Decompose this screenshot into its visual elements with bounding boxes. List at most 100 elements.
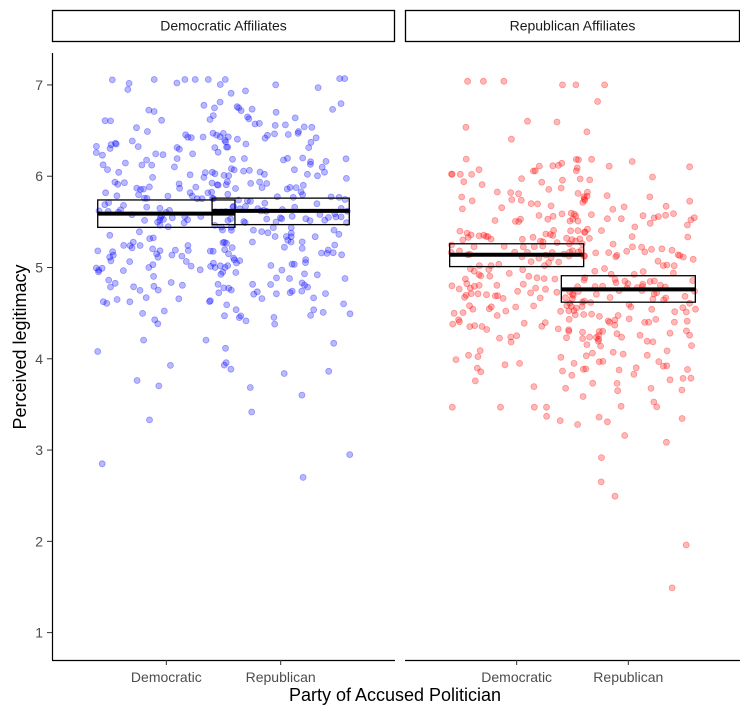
- data-point: [104, 166, 111, 174]
- data-point: [324, 246, 332, 254]
- data-point: [106, 145, 114, 152]
- data-point: [246, 197, 254, 205]
- data-point: [133, 377, 141, 384]
- data-point: [448, 403, 456, 411]
- data-point: [324, 214, 332, 221]
- data-point: [631, 223, 639, 231]
- data-point: [305, 144, 313, 152]
- data-point: [149, 173, 157, 181]
- data-point: [643, 351, 651, 359]
- data-point: [323, 249, 331, 257]
- data-point: [605, 249, 613, 257]
- data-point: [507, 333, 515, 341]
- data-point: [493, 312, 501, 319]
- data-point: [107, 283, 114, 291]
- data-point: [242, 202, 249, 210]
- data-point: [154, 320, 162, 328]
- data-point: [143, 128, 151, 135]
- data-point: [230, 202, 237, 210]
- data-point: [553, 239, 561, 247]
- data-point: [227, 286, 235, 294]
- data-point: [477, 368, 485, 376]
- data-point: [580, 276, 588, 284]
- data-point: [102, 189, 109, 197]
- data-point: [227, 365, 235, 373]
- data-point: [115, 168, 123, 176]
- data-point: [650, 398, 658, 406]
- data-point: [663, 438, 670, 446]
- data-point: [483, 326, 491, 333]
- data-point: [156, 204, 164, 212]
- data-point: [314, 172, 321, 180]
- data-point: [475, 262, 483, 270]
- data-point: [256, 168, 264, 176]
- data-point: [342, 174, 350, 182]
- data-point: [679, 374, 687, 382]
- data-point: [202, 336, 210, 344]
- data-point: [171, 246, 179, 254]
- data-point: [306, 160, 314, 168]
- data-point: [99, 161, 107, 169]
- data-point: [232, 185, 239, 192]
- data-point: [340, 300, 348, 308]
- data-point: [280, 370, 288, 377]
- data-point: [678, 386, 686, 394]
- x-tick-label: Republican: [593, 669, 663, 685]
- data-point: [159, 216, 167, 223]
- data-point: [302, 259, 309, 267]
- data-point: [595, 328, 603, 335]
- data-point: [192, 183, 200, 191]
- data-point: [208, 179, 216, 187]
- data-point: [595, 335, 602, 343]
- data-point: [283, 185, 291, 193]
- data-point: [227, 165, 235, 173]
- data-point: [648, 305, 656, 313]
- data-point: [533, 274, 541, 282]
- data-point: [486, 272, 494, 280]
- data-point: [649, 338, 657, 346]
- data-point: [576, 175, 584, 183]
- data-point: [586, 333, 593, 341]
- data-point: [128, 244, 136, 252]
- data-point: [601, 81, 608, 89]
- data-point: [538, 178, 546, 186]
- data-point: [240, 155, 248, 162]
- data-point: [281, 121, 289, 129]
- data-point: [692, 305, 699, 313]
- data-point: [209, 129, 217, 137]
- data-point: [330, 226, 338, 234]
- data-point: [646, 219, 654, 227]
- data-point: [304, 283, 312, 291]
- data-point: [278, 215, 286, 223]
- data-point: [598, 454, 605, 462]
- data-point: [647, 384, 655, 392]
- data-point: [126, 242, 134, 250]
- data-point: [551, 275, 559, 283]
- data-point: [122, 159, 129, 167]
- data-point: [529, 233, 537, 241]
- data-point: [611, 321, 619, 329]
- data-point: [480, 231, 488, 239]
- data-point: [336, 75, 344, 82]
- data-point: [199, 133, 207, 141]
- data-point: [298, 244, 306, 252]
- data-point: [607, 270, 615, 278]
- data-point: [461, 293, 469, 301]
- data-point: [565, 315, 573, 323]
- data-point: [221, 312, 228, 320]
- data-point: [456, 170, 464, 178]
- data-point: [245, 166, 253, 174]
- data-point: [167, 279, 175, 286]
- data-point: [566, 240, 573, 248]
- data-point: [496, 334, 503, 342]
- data-point: [619, 350, 627, 358]
- data-point: [605, 162, 613, 170]
- data-point: [491, 292, 499, 300]
- data-point: [232, 269, 240, 276]
- data-point: [464, 77, 472, 85]
- data-point: [547, 231, 554, 238]
- data-point: [461, 275, 469, 283]
- data-point: [301, 281, 308, 289]
- data-point: [452, 356, 460, 364]
- data-point: [583, 341, 591, 349]
